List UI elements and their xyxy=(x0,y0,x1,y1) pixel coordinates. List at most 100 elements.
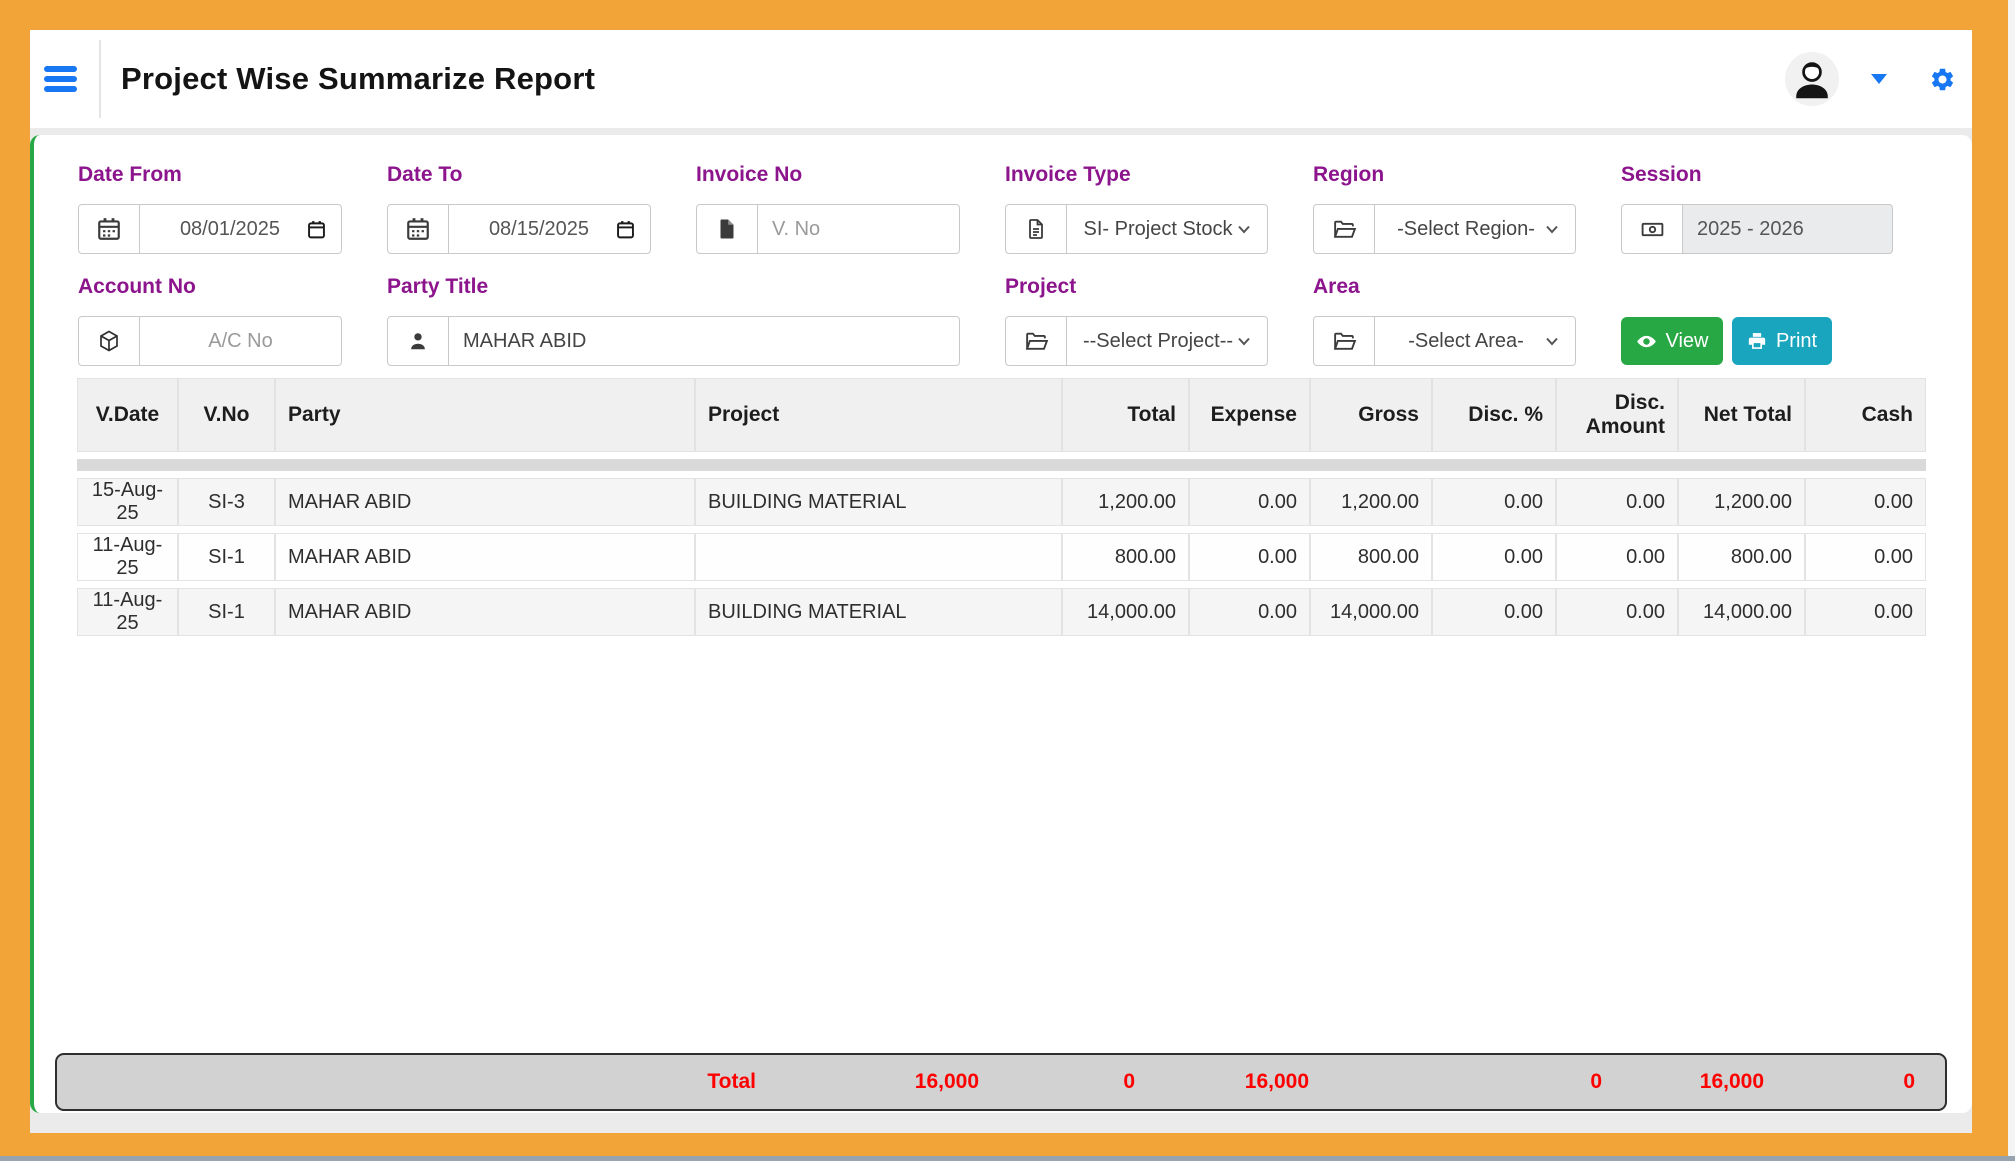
header-actions xyxy=(1785,52,1956,106)
cell-vno: SI-1 xyxy=(178,588,275,636)
cell-cash: 0.00 xyxy=(1805,533,1926,581)
browser-scrollbar[interactable] xyxy=(2008,0,2015,1161)
table-row: 15-Aug-25 SI-3 MAHAR ABID BUILDING MATER… xyxy=(77,478,1926,526)
date-to-label: Date To xyxy=(387,163,463,186)
cell-vno: SI-1 xyxy=(178,533,275,581)
view-eye-icon xyxy=(1636,335,1656,347)
cell-project: BUILDING MATERIAL xyxy=(695,478,1062,526)
date-picker-icon[interactable] xyxy=(306,219,327,240)
cell-expense: 0.00 xyxy=(1189,588,1310,636)
cell-cash: 0.00 xyxy=(1805,478,1926,526)
content-card: Date From Date To xyxy=(30,135,1972,1113)
user-avatar[interactable] xyxy=(1785,52,1839,106)
cell-party: MAHAR ABID xyxy=(275,533,695,581)
col-expense: Expense xyxy=(1189,378,1310,452)
table-row: 11-Aug-25 SI-1 MAHAR ABID 800.00 0.00 80… xyxy=(77,533,1926,581)
field-party-title: Party Title xyxy=(387,275,960,366)
cell-disc-pct: 0.00 xyxy=(1432,533,1556,581)
field-date-from: Date From xyxy=(78,163,342,254)
cell-net-total: 1,200.00 xyxy=(1678,478,1805,526)
actions-spacer xyxy=(1621,275,1893,300)
invoice-no-label: Invoice No xyxy=(696,163,803,186)
cell-total: 14,000.00 xyxy=(1062,588,1189,636)
select-chevron-icon xyxy=(1546,337,1558,346)
cell-party: MAHAR ABID xyxy=(275,588,695,636)
select-chevron-icon xyxy=(1238,337,1250,346)
cell-disc-amount: 0.00 xyxy=(1556,533,1678,581)
cell-disc-amount: 0.00 xyxy=(1556,588,1678,636)
cell-party: MAHAR ABID xyxy=(275,478,695,526)
col-party: Party xyxy=(275,378,695,452)
invoice-type-value: SI- Project Stock xyxy=(1083,217,1233,240)
header-divider xyxy=(99,40,101,118)
session-input xyxy=(1697,217,1878,241)
invoice-no-input[interactable] xyxy=(772,217,945,241)
cell-vdate: 11-Aug-25 xyxy=(77,533,178,581)
field-date-to: Date To xyxy=(387,163,651,254)
totals-expense: 0 xyxy=(1123,1070,1135,1093)
settings-gear-icon[interactable] xyxy=(1929,66,1956,93)
cell-total: 800.00 xyxy=(1062,533,1189,581)
account-no-input[interactable] xyxy=(154,329,327,353)
col-disc-amount: Disc. Amount xyxy=(1556,378,1678,452)
calendar-icon xyxy=(78,204,140,254)
field-project: Project --Select Project-- xyxy=(1005,275,1268,366)
invoice-file-icon xyxy=(696,204,758,254)
party-title-label: Party Title xyxy=(387,275,489,298)
date-to-input[interactable] xyxy=(463,217,615,241)
field-region: Region -Select Region- xyxy=(1313,163,1576,254)
table-row: 11-Aug-25 SI-1 MAHAR ABID BUILDING MATER… xyxy=(77,588,1926,636)
col-vno: V.No xyxy=(178,378,275,452)
region-value: -Select Region- xyxy=(1397,217,1535,240)
session-label: Session xyxy=(1621,163,1702,186)
cell-expense: 0.00 xyxy=(1189,478,1310,526)
cell-project xyxy=(695,533,1062,581)
col-disc-pct: Disc. % xyxy=(1432,378,1556,452)
cell-gross: 14,000.00 xyxy=(1310,588,1432,636)
user-avatar-icon xyxy=(1796,62,1828,99)
cell-disc-pct: 0.00 xyxy=(1432,478,1556,526)
cell-cash: 0.00 xyxy=(1805,588,1926,636)
col-vdate: V.Date xyxy=(77,378,178,452)
view-button-label: View xyxy=(1665,329,1709,352)
party-title-input[interactable] xyxy=(463,329,945,353)
field-account-no: Account No xyxy=(78,275,342,366)
project-select[interactable]: --Select Project-- xyxy=(1067,316,1268,366)
field-invoice-type: Invoice Type SI- Project Stock xyxy=(1005,163,1268,254)
date-picker-icon[interactable] xyxy=(615,219,636,240)
folder-icon xyxy=(1313,316,1375,366)
area-select[interactable]: -Select Area- xyxy=(1375,316,1576,366)
page-title: Project Wise Summarize Report xyxy=(121,61,596,96)
cell-gross: 800.00 xyxy=(1310,533,1432,581)
region-select[interactable]: -Select Region- xyxy=(1375,204,1576,254)
col-total: Total xyxy=(1062,378,1189,452)
folder-icon xyxy=(1005,316,1067,366)
area-value: -Select Area- xyxy=(1408,329,1524,352)
region-label: Region xyxy=(1313,163,1385,186)
calendar-icon xyxy=(387,204,449,254)
field-session: Session xyxy=(1621,163,1893,254)
print-button[interactable]: Print xyxy=(1732,317,1832,365)
cell-total: 1,200.00 xyxy=(1062,478,1189,526)
cell-expense: 0.00 xyxy=(1189,533,1310,581)
party-user-icon xyxy=(387,316,449,366)
date-from-input[interactable] xyxy=(154,217,306,241)
print-button-label: Print xyxy=(1775,329,1818,352)
filter-row-2: Account No Party Title xyxy=(78,275,1893,366)
view-button[interactable]: View xyxy=(1621,317,1723,365)
dropdown-caret-icon[interactable] xyxy=(1871,74,1887,84)
invoice-type-select[interactable]: SI- Project Stock xyxy=(1067,204,1268,254)
field-invoice-no: Invoice No xyxy=(696,163,960,254)
table-header-row: V.Date V.No Party Project Total Expense … xyxy=(77,378,1926,452)
cell-disc-pct: 0.00 xyxy=(1432,588,1556,636)
page-background: Project Wise Summarize Report xyxy=(30,30,1972,1133)
col-cash: Cash xyxy=(1805,378,1926,452)
totals-net-total: 16,000 xyxy=(1699,1070,1764,1093)
window-bottom-edge xyxy=(0,1156,2015,1161)
cell-vno: SI-3 xyxy=(178,478,275,526)
invoice-type-icon xyxy=(1005,204,1067,254)
totals-disc-amount: 0 xyxy=(1590,1070,1602,1093)
account-no-label: Account No xyxy=(78,275,196,298)
menu-icon[interactable] xyxy=(44,62,77,96)
cell-disc-amount: 0.00 xyxy=(1556,478,1678,526)
